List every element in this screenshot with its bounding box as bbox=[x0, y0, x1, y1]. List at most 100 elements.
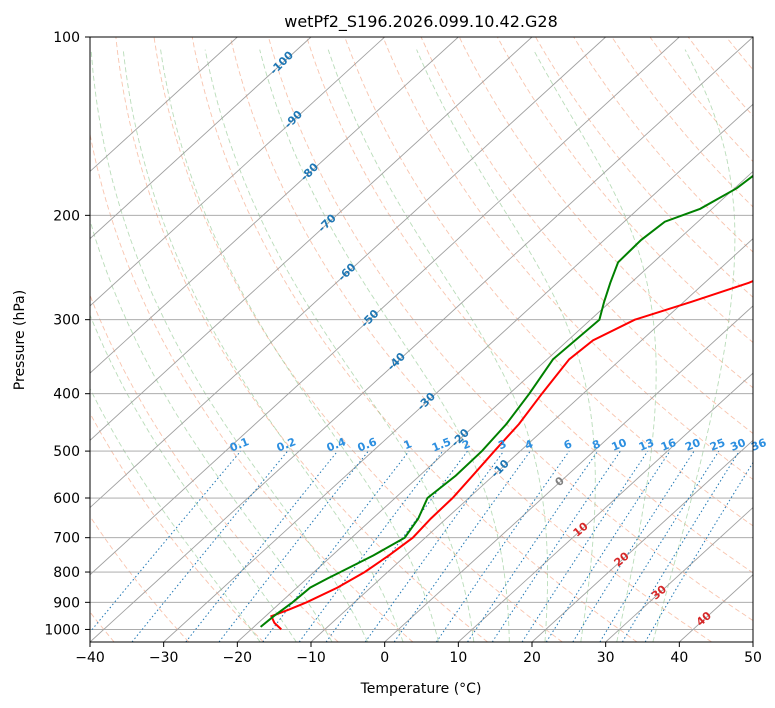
mixing-ratio-line bbox=[262, 450, 410, 642]
mixing-ratio-label: 20 bbox=[683, 436, 702, 454]
dry-adiabat bbox=[90, 412, 264, 642]
mixing-ratio-line bbox=[467, 450, 599, 642]
dry-adiabat bbox=[765, 37, 775, 642]
dewpoint-profile bbox=[259, 174, 753, 628]
isotherm bbox=[237, 170, 753, 642]
x-axis-label: Temperature (°C) bbox=[360, 681, 482, 697]
moist-adiabat bbox=[327, 49, 548, 642]
x-tick-label: −30 bbox=[149, 650, 179, 666]
mixing-ratio-label: 1 bbox=[402, 437, 414, 452]
mixing-ratio-line bbox=[491, 450, 621, 642]
plot-frame bbox=[89, 36, 754, 643]
isotherm bbox=[458, 372, 753, 642]
isotherm bbox=[90, 37, 533, 441]
chart-title: wetPf2_S196.2026.099.10.42.G28 bbox=[284, 12, 558, 32]
dry-adiabat bbox=[497, 37, 753, 344]
temperature-profile bbox=[270, 279, 753, 631]
mixing-ratio-line bbox=[521, 450, 649, 642]
mixing-ratio-line bbox=[545, 450, 671, 642]
mixing-ratio-label: 10 bbox=[610, 436, 629, 454]
mixing-ratio-label: 30 bbox=[728, 436, 747, 454]
mixing-ratio-label: 3 bbox=[496, 437, 508, 452]
mixing-ratio-label: 0.1 bbox=[228, 435, 251, 454]
mixing-ratio-label: 16 bbox=[659, 436, 678, 454]
mixing-ratio-label: 8 bbox=[590, 437, 602, 452]
mixing-ratio-line bbox=[435, 450, 570, 642]
isotherm-label: -100 bbox=[267, 48, 296, 77]
mixing-ratio-label: 6 bbox=[562, 437, 574, 452]
moist-adiabat bbox=[90, 387, 261, 642]
mixing-ratio-line bbox=[325, 450, 468, 642]
x-tick-label: 40 bbox=[670, 650, 688, 666]
isotherm bbox=[531, 439, 753, 642]
dry-adiabat bbox=[306, 37, 753, 574]
dry-adiabat bbox=[611, 37, 753, 208]
isotherm bbox=[90, 37, 680, 576]
isotherm bbox=[163, 103, 753, 642]
dry-adiabat bbox=[726, 37, 753, 71]
x-tick-label: 20 bbox=[523, 650, 541, 666]
x-tick-label: 10 bbox=[449, 650, 467, 666]
mixing-ratio-label: 0.4 bbox=[325, 435, 348, 454]
y-tick-label: 100 bbox=[53, 30, 80, 46]
mixing-ratio-line bbox=[364, 450, 505, 642]
moist-adiabat bbox=[160, 49, 439, 642]
moist-adiabat bbox=[533, 49, 657, 642]
mixing-ratio-label: 13 bbox=[637, 436, 656, 454]
mixing-ratio-line bbox=[621, 450, 740, 642]
mixing-ratio-label: 25 bbox=[708, 436, 727, 454]
x-tick-label: −20 bbox=[223, 650, 253, 666]
y-axis-label: Pressure (hPa) bbox=[12, 290, 28, 390]
x-tick-label: 30 bbox=[597, 650, 615, 666]
mixing-ratio-line bbox=[393, 450, 531, 642]
mixing-ratio-line bbox=[90, 450, 242, 633]
dry-adiabat bbox=[90, 131, 414, 642]
mixing-ratio-label: 0.2 bbox=[275, 435, 298, 454]
mixing-ratio-label: 0.6 bbox=[356, 435, 379, 454]
isotherm bbox=[90, 37, 753, 642]
dry-adiabat bbox=[573, 37, 753, 253]
moist-adiabat bbox=[259, 49, 510, 642]
y-tick-label: 700 bbox=[53, 531, 80, 547]
y-tick-label: 900 bbox=[53, 595, 80, 611]
dry-adiabat bbox=[649, 37, 753, 163]
y-tick-label: 400 bbox=[53, 387, 80, 403]
moist-adiabat bbox=[204, 49, 475, 642]
moist-adiabat bbox=[652, 49, 736, 642]
moist-adiabat bbox=[90, 313, 297, 642]
dry-adiabat bbox=[268, 37, 753, 622]
dry-adiabat bbox=[90, 293, 339, 642]
isotherm bbox=[752, 641, 753, 642]
mixing-ratio-line bbox=[185, 450, 338, 642]
dry-adiabat bbox=[191, 37, 638, 642]
dry-adiabat bbox=[382, 37, 753, 481]
y-tick-label: 800 bbox=[53, 565, 80, 581]
mixing-ratio-line bbox=[572, 450, 695, 642]
isotherm bbox=[90, 37, 459, 374]
isotherm bbox=[384, 305, 753, 642]
dry-adiabat bbox=[344, 37, 753, 527]
x-tick-label: −40 bbox=[75, 650, 105, 666]
y-tick-label: 300 bbox=[53, 313, 80, 329]
dry-adiabat bbox=[115, 37, 488, 642]
x-tick-label: 50 bbox=[744, 650, 762, 666]
dry-adiabat bbox=[153, 37, 563, 642]
mixing-ratio-line bbox=[131, 450, 288, 642]
mixing-ratio-line bbox=[218, 450, 369, 642]
dry-adiabat bbox=[420, 37, 753, 435]
dry-adiabat bbox=[687, 37, 753, 117]
isotherm bbox=[90, 37, 606, 509]
moist-adiabat bbox=[122, 49, 404, 642]
dry-adiabat bbox=[229, 37, 712, 642]
isotherm bbox=[310, 238, 753, 642]
y-tick-label: 500 bbox=[53, 444, 80, 460]
isotherm bbox=[90, 37, 312, 240]
y-tick-label: 200 bbox=[53, 208, 80, 224]
y-tick-label: 1000 bbox=[44, 622, 80, 638]
isotherm bbox=[90, 37, 238, 173]
mixing-ratio-label: 36 bbox=[749, 436, 768, 454]
y-tick-label: 600 bbox=[53, 491, 80, 507]
moist-adiabat bbox=[90, 49, 369, 642]
isotherm bbox=[605, 506, 753, 642]
